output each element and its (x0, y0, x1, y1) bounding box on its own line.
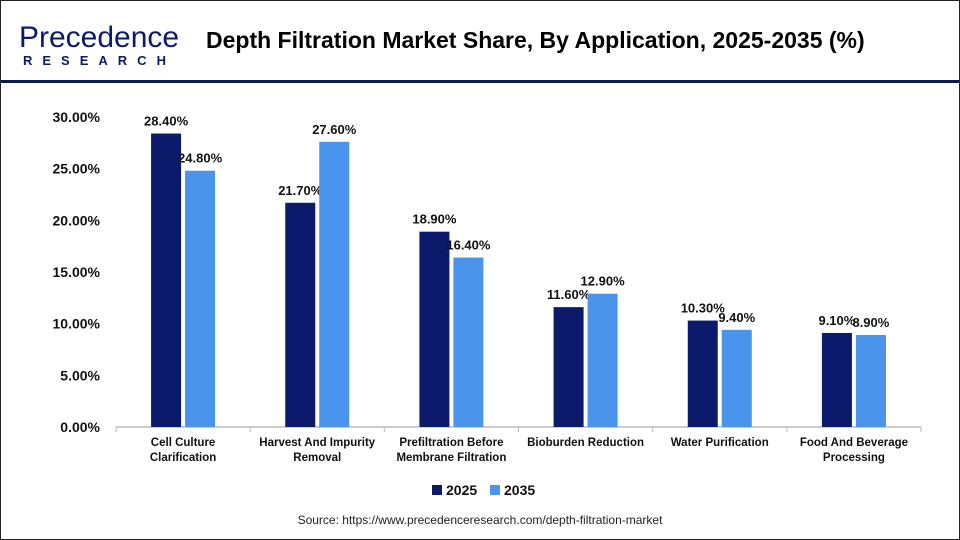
data-label: 24.80% (178, 151, 223, 166)
legend-swatch-2035 (490, 485, 500, 495)
x-tick-label: Membrane Filtration (396, 452, 506, 464)
x-tick-label: Prefiltration Before (399, 437, 503, 449)
bar-2025 (553, 307, 584, 427)
y-tick-label: 20.00% (53, 212, 101, 228)
bar-2035 (721, 329, 752, 427)
data-label: 21.70% (278, 183, 323, 198)
data-label: 8.90% (852, 315, 889, 330)
data-label: 10.30% (681, 301, 726, 316)
bar-2025 (687, 320, 718, 427)
bar-2035 (855, 335, 886, 427)
data-label: 12.90% (581, 274, 626, 289)
data-label: 27.60% (312, 122, 357, 137)
logo-subtext: RESEARCH (23, 53, 176, 68)
y-tick-label: 10.00% (53, 316, 101, 332)
bar-2035 (587, 293, 618, 427)
y-tick-label: 5.00% (60, 367, 100, 383)
legend-label: 2035 (504, 482, 535, 498)
data-label: 11.60% (547, 287, 591, 302)
bar-chart: 0.00% 5.00% 10.00% 15.00% 20.00% 25.00% 30.00%… (53, 109, 922, 498)
legend-label: 2025 (446, 482, 477, 498)
header: Precedence RESEARCH Depth Filtration Mar… (1, 1, 959, 83)
bar-2025 (285, 202, 316, 427)
y-tick-label: 15.00% (53, 264, 101, 280)
x-tick-label: Removal (293, 452, 341, 464)
bar-2025 (151, 133, 182, 427)
data-label: 18.90% (412, 212, 457, 227)
y-tick-label: 0.00% (60, 419, 100, 435)
bar-2035 (319, 141, 350, 428)
chart-title: Depth Filtration Market Share, By Applic… (206, 27, 865, 53)
data-label: 9.40% (718, 310, 755, 325)
x-tick-label: Water Purification (671, 437, 769, 449)
bar-2035 (453, 257, 484, 427)
x-tick-label: Processing (823, 452, 885, 464)
y-tick-label: 25.00% (53, 161, 101, 177)
data-label: 28.40% (144, 114, 189, 129)
data-label: 16.40% (446, 238, 491, 253)
bar-2035 (185, 170, 216, 427)
y-tick-label: 30.00% (53, 109, 101, 125)
bar-2025 (419, 231, 450, 427)
x-tick-label: Bioburden Reduction (527, 437, 644, 449)
source-note: Source: https://www.precedenceresearch.c… (297, 513, 663, 527)
logo: Precedence RESEARCH (19, 21, 180, 69)
legend-swatch-2025 (432, 485, 442, 495)
logo-wordmark: Precedence (19, 21, 180, 54)
x-tick-label: Harvest And Impurity (259, 437, 375, 449)
x-tick-label: Clarification (150, 452, 216, 464)
data-label: 9.10% (818, 313, 855, 328)
bar-2025 (821, 332, 852, 427)
x-tick-label: Food And Beverage (800, 437, 908, 449)
x-tick-label: Cell Culture (151, 437, 216, 449)
